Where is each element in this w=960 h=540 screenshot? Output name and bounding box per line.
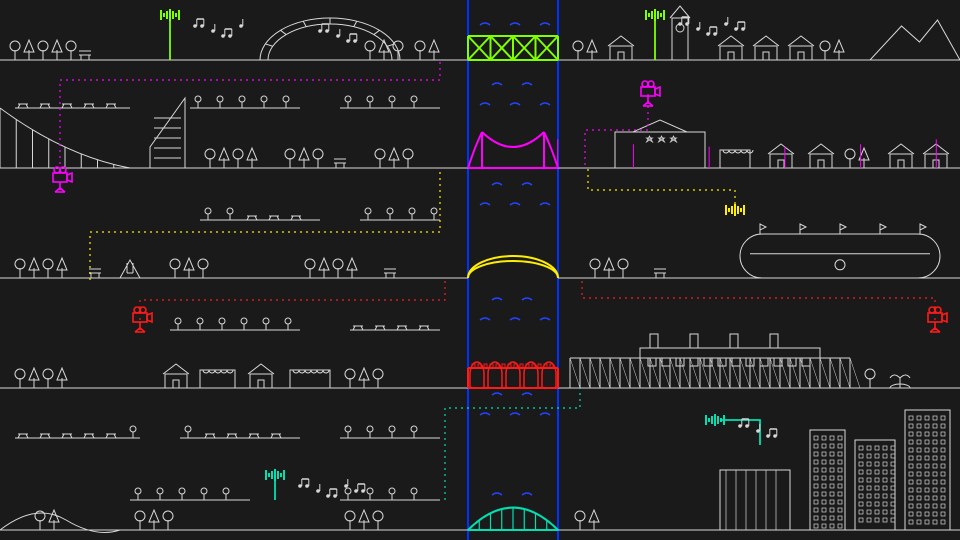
city-infographic <box>0 0 960 540</box>
